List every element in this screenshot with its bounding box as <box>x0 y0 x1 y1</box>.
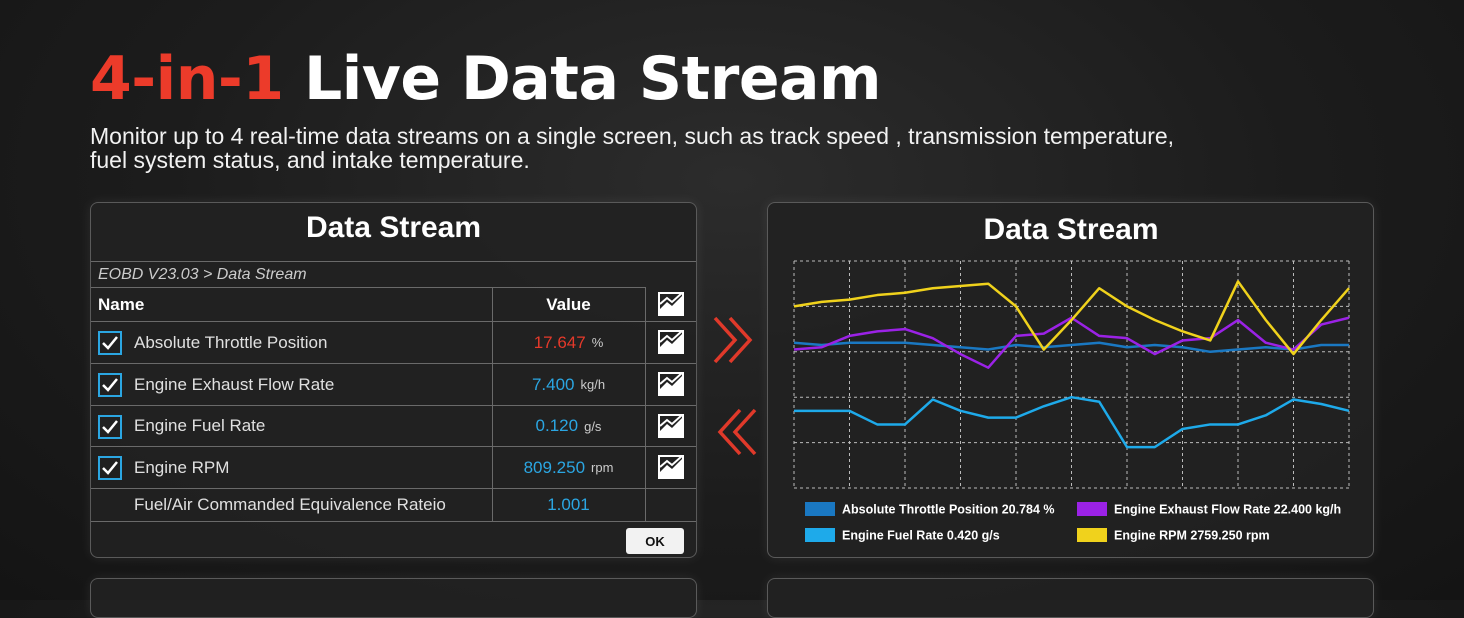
chart-panel: Data Stream Absolute Throttle Position 2… <box>767 202 1374 558</box>
arrow-chevron <box>717 408 742 456</box>
headline-highlight: 4-in-1 <box>90 44 284 114</box>
value-cell: 7.400 kg/h <box>492 363 645 405</box>
legend-swatch <box>805 528 835 542</box>
column-header: Name <box>91 287 492 321</box>
row-name: Absolute Throttle Position <box>134 332 328 352</box>
icon-cell <box>645 446 696 488</box>
row-value: 1.001 <box>547 495 590 514</box>
icon-cell <box>645 405 696 446</box>
row-name: Engine Fuel Rate <box>134 416 266 435</box>
legend-label: Engine RPM 2759.250 rpm <box>1114 528 1270 542</box>
graph-icon <box>658 372 684 396</box>
checkbox-box <box>98 414 122 439</box>
headline: 4-in-1 Live Data Stream <box>90 44 882 114</box>
arrow-chevron <box>732 408 757 456</box>
headline-text: Live Data Stream <box>303 44 882 114</box>
row-unit: % <box>591 335 604 350</box>
icon-area <box>660 459 682 477</box>
graph-icon <box>658 330 684 354</box>
column-divider <box>645 287 646 521</box>
name-cell: Engine Exhaust Flow Rate <box>91 363 492 405</box>
icon-frame <box>658 330 684 354</box>
chart: Data Stream Absolute Throttle Position 2… <box>793 213 1350 542</box>
swap-arrows <box>713 316 757 456</box>
subtitle: Monitor up to 4 real-time data streams o… <box>90 124 1174 172</box>
legend-label: Engine Exhaust Flow Rate 22.400 kg/h <box>1114 502 1341 516</box>
row-value: 0.120 <box>535 416 579 435</box>
series-line <box>794 395 1350 449</box>
checkbox <box>98 414 122 439</box>
row-name: Engine Exhaust Flow Rate <box>134 374 335 394</box>
checkbox-tick <box>102 378 118 392</box>
value-cell: 1.001 <box>492 488 645 521</box>
value-cell: 809.250 rpm <box>492 446 645 488</box>
legend-label: Absolute Throttle Position 20.784 % <box>842 502 1055 516</box>
series-line <box>793 341 1349 354</box>
row-value: 809.250 <box>523 457 586 477</box>
icon-cell <box>645 488 696 521</box>
graph-icon <box>658 455 684 479</box>
row-name: Engine RPM <box>134 457 230 477</box>
breadcrumb: EOBD V23.03 > Data Stream <box>91 261 696 287</box>
checkbox <box>98 373 122 397</box>
graph-icon <box>658 292 684 316</box>
name-cell: Absolute Throttle Position <box>91 321 492 363</box>
row-unit: g/s <box>584 418 602 434</box>
arrow-chevron <box>728 316 753 364</box>
lower-panel <box>90 578 697 618</box>
icon-line <box>659 330 683 343</box>
row-unit: kg/h <box>580 377 606 392</box>
checkbox <box>98 331 122 355</box>
legend-swatch <box>805 502 835 516</box>
table-panel: Data Stream EOBD V23.03 > Data Stream Na… <box>90 202 697 558</box>
legend-label: Engine Fuel Rate 0.420 g/s <box>842 528 1000 542</box>
icon-frame <box>658 413 684 438</box>
name-cell: Engine RPM <box>91 446 492 488</box>
icon-line <box>659 413 683 427</box>
checkbox <box>98 456 122 480</box>
icon-line <box>659 455 683 468</box>
column-header: Value <box>492 287 645 321</box>
name-cell: Engine Fuel Rate <box>91 405 492 446</box>
row-unit: rpm <box>591 460 614 475</box>
value-cell: 17.647% <box>492 321 645 363</box>
legend-swatch <box>1077 502 1107 516</box>
chart-title: Data Stream <box>983 213 1158 246</box>
icon-cell <box>645 321 696 363</box>
checkbox-tick <box>102 419 118 434</box>
icon-frame <box>658 292 684 316</box>
checkbox-box <box>98 373 122 397</box>
row-value: 17.647 <box>533 332 586 352</box>
icon-area <box>660 417 682 436</box>
column-divider <box>492 287 493 521</box>
graph-icon <box>658 413 684 438</box>
icon-area <box>660 296 682 314</box>
icon-line <box>659 292 683 305</box>
value-cell: 0.120 g/s <box>492 405 645 446</box>
checkbox-tick <box>102 461 118 475</box>
icon-frame <box>658 372 684 396</box>
icon-line <box>659 372 683 385</box>
panel-title: Data Stream <box>305 211 482 244</box>
subtitle-line: Monitor up to 4 real-time data streams o… <box>90 123 1175 149</box>
ok-button[interactable]: OK <box>626 528 684 554</box>
row-name: Fuel/Air Commanded Equivalence Rateio <box>134 495 446 514</box>
series-line <box>793 280 1350 356</box>
icon-area <box>660 376 682 394</box>
lower-panel <box>767 578 1374 618</box>
subtitle-line: fuel system status, and intake temperatu… <box>90 147 530 173</box>
legend-swatch <box>1077 528 1107 542</box>
series-line <box>793 316 1350 369</box>
name-cell: Fuel/Air Commanded Equivalence Rateio <box>91 488 492 521</box>
checkbox-box <box>98 456 122 480</box>
row-value: 7.400 <box>531 374 575 394</box>
icon-frame <box>658 455 684 479</box>
arrow-chevron <box>713 316 738 364</box>
icon-cell <box>645 363 696 405</box>
checkbox-tick <box>102 336 118 350</box>
checkbox-box <box>98 331 122 355</box>
icon-area <box>660 334 682 352</box>
table-rule <box>91 521 696 522</box>
